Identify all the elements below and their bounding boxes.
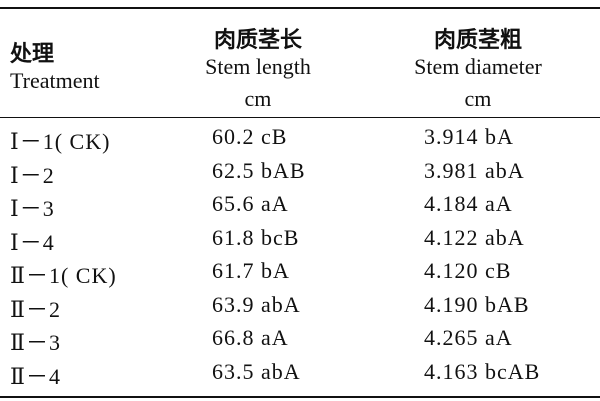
row-label: Ⅰ－2 (10, 162, 55, 188)
cell-value: 3.981 abA (424, 157, 525, 183)
cell-value: 4.190 bAB (424, 291, 530, 317)
header-zh: 肉质茎长 (213, 28, 302, 53)
cell-value: 63.5 abA (212, 358, 301, 384)
cell-value: 4.122 abA (424, 224, 525, 250)
cell-value: 62.5 bAB (212, 157, 306, 183)
cell-value: 3.914 bA (424, 124, 514, 149)
cell-value: 61.7 bA (212, 258, 290, 283)
cell-value: 65.6 aA (212, 191, 289, 216)
cell-value: 66.8 aA (212, 325, 289, 350)
header-en: Treatment (10, 68, 100, 93)
row-label: Ⅱ－4 (10, 363, 61, 389)
row-label: Ⅰ－1( CK) (10, 129, 111, 154)
cell-value: 63.9 abA (212, 291, 301, 317)
cell-value: 4.265 aA (424, 325, 513, 350)
row-label: Ⅰ－3 (10, 196, 55, 221)
cell-value: 4.120 cB (424, 258, 512, 283)
cell-value: 4.163 bcAB (424, 358, 541, 384)
header-en: Stem length (205, 54, 311, 79)
cell-value: 4.184 aA (424, 191, 513, 216)
bottom-rule (0, 396, 600, 398)
header-en: Stem diameter (414, 54, 542, 79)
cell-value: 61.8 bcB (212, 224, 300, 250)
header-zh: 处理 (10, 42, 55, 67)
top-rule (0, 7, 600, 9)
header-rule (0, 117, 600, 118)
cell-value: 60.2 cB (212, 124, 288, 149)
row-label: Ⅰ－4 (10, 229, 55, 255)
header-unit: cm (244, 86, 272, 111)
row-label: Ⅱ－3 (10, 330, 61, 355)
header-unit: cm (464, 86, 492, 111)
row-label: Ⅱ－1( CK) (10, 263, 117, 288)
header-zh: 肉质茎粗 (433, 28, 522, 53)
row-label: Ⅱ－2 (10, 296, 61, 322)
